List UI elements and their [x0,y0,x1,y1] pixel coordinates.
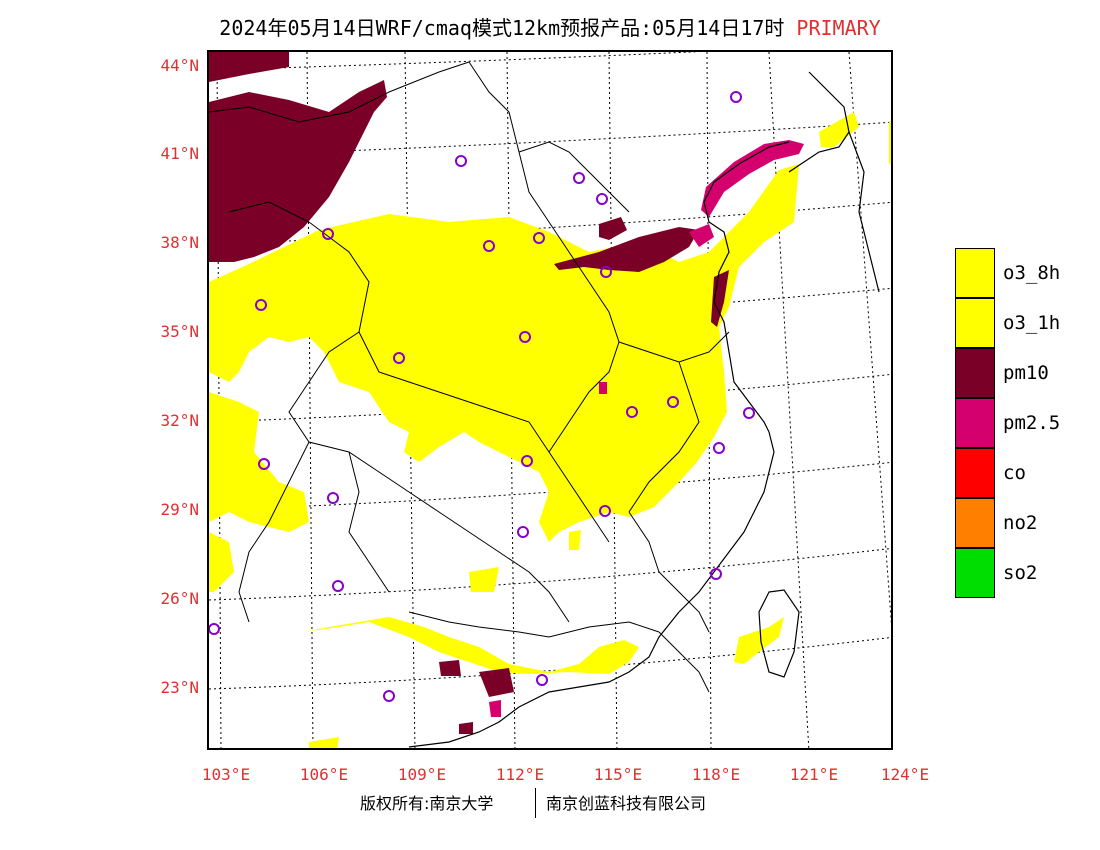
city-markers [209,91,755,702]
city-marker [600,266,612,278]
legend-swatch [955,348,995,398]
legend-item-o3-1h: o3_1h [955,298,1100,348]
map-frame[interactable] [207,50,893,750]
lon-label-124e: 124°E [880,765,930,784]
legend-item-no2: no2 [955,498,1100,548]
legend-label: o3_1h [1003,312,1061,334]
city-marker [626,406,638,418]
legend-swatch [955,248,995,298]
lon-label-103e: 103°E [201,765,251,784]
pm25-concentration-areas [489,140,804,717]
city-marker [599,505,611,517]
city-marker [573,172,585,184]
title-main: 2024年05月14日WRF/cmaq模式12km预报产品:05月14日17时 [219,16,785,40]
copyright-right: 南京创蓝科技有限公司 [546,794,707,813]
city-marker [332,580,344,592]
lon-label-115e: 115°E [593,765,643,784]
legend-swatch [955,298,995,348]
city-marker [521,455,533,467]
city-marker [667,396,679,408]
city-marker [393,352,405,364]
city-marker [483,240,495,252]
legend-label: o3_8h [1003,262,1061,284]
lon-label-106e: 106°E [299,765,349,784]
lat-label-38n: 38°N [160,233,199,252]
legend-label: pm10 [1003,362,1049,384]
city-marker [517,526,529,538]
city-marker [536,674,548,686]
lat-label-41n: 41°N [160,144,199,163]
province-boundaries [209,61,730,693]
city-marker [255,299,267,311]
city-marker [710,568,722,580]
legend-label: pm2.5 [1003,412,1061,434]
lat-label-35n: 35°N [160,322,199,341]
city-marker [519,331,531,343]
city-marker [455,155,467,167]
legend-item-pm10: pm10 [955,348,1100,398]
city-marker [383,690,395,702]
city-marker [533,232,545,244]
legend-label: no2 [1003,512,1038,534]
lat-label-44n: 44°N [160,56,199,75]
legend-swatch [955,498,995,548]
legend-item-o3-8h: o3_8h [955,248,1100,298]
city-marker [730,91,742,103]
city-marker [322,228,334,240]
lon-label-109e: 109°E [397,765,447,784]
copyright-left: 版权所有:南京大学 [360,794,494,813]
lat-label-29n: 29°N [160,500,199,519]
lat-label-23n: 23°N [160,678,199,697]
pm10-concentration-areas [209,52,729,734]
legend-label: so2 [1003,562,1038,584]
city-marker [743,407,755,419]
legend-swatch [955,398,995,448]
coastline [408,71,880,748]
lon-label-121e: 121°E [789,765,839,784]
lon-label-112e: 112°E [495,765,545,784]
map-title: 2024年05月14日WRF/cmaq模式12km预报产品:05月14日17时 P… [0,12,1100,41]
city-marker [596,193,608,205]
city-marker [209,623,220,635]
legend-swatch [955,448,995,498]
lat-label-26n: 26°N [160,589,199,608]
city-marker [327,492,339,504]
legend-item-so2: so2 [955,548,1100,598]
legend-item-pm25: pm2.5 [955,398,1100,448]
city-marker [713,442,725,454]
city-marker [258,458,270,470]
lon-label-118e: 118°E [691,765,741,784]
title-primary-tag: PRIMARY [796,16,881,40]
legend-swatch [955,548,995,598]
legend-item-co: co [955,448,1100,498]
footer-divider [535,788,536,818]
legend-label: co [1003,462,1026,484]
lat-label-32n: 32°N [160,411,199,430]
map-canvas [209,52,891,748]
